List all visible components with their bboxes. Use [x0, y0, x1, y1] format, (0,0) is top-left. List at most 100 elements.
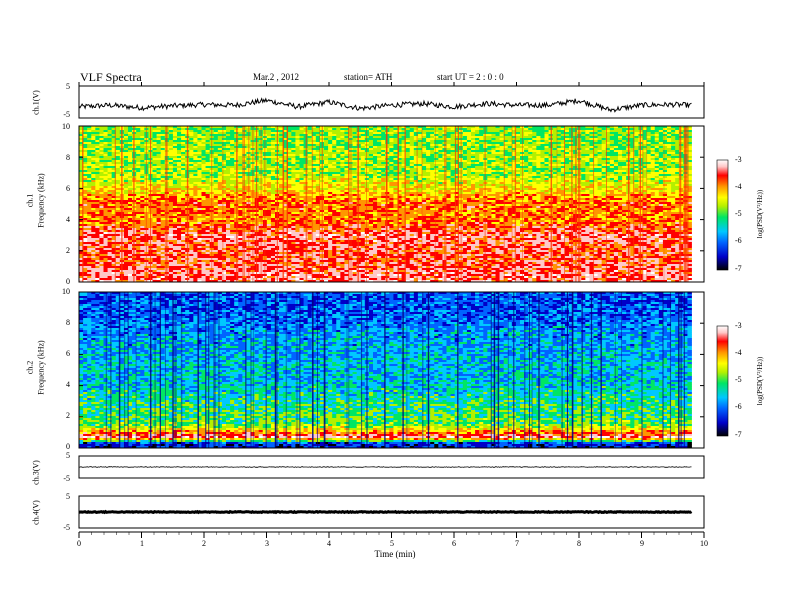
- ch1-spec-cell: [413, 128, 419, 131]
- ch1-spec-cell: [79, 130, 84, 133]
- ch1-spec-cell: [226, 158, 231, 161]
- ch1-spec-cell: [417, 142, 423, 145]
- ch1-spec-cell: [352, 138, 358, 141]
- ch1-spec-cell: [140, 142, 145, 145]
- ch1-spec-cell: [569, 134, 574, 137]
- ch1-spec-cell: [377, 130, 382, 133]
- ch1-spec-cell: [597, 146, 603, 149]
- ch1-spec-cell: [471, 166, 476, 169]
- ch1-spec-cell: [377, 172, 382, 175]
- ch1-spec-cell: [270, 172, 276, 175]
- ch1-spec-cell: [667, 154, 672, 157]
- ch1-spec-cell: [99, 154, 104, 157]
- ch1-spec-cell: [181, 144, 186, 147]
- ch1-spec-cell: [442, 146, 447, 149]
- ch1-spec-cell: [426, 142, 431, 145]
- ch1-spec-cell: [515, 174, 521, 177]
- ch1-spec-cell: [487, 152, 492, 155]
- ch1-spec-cell: [336, 134, 341, 137]
- ch1-spec-cell: [589, 144, 594, 147]
- ch1-spec-cell: [675, 168, 680, 171]
- ch1-spec-cell: [675, 138, 680, 141]
- ch1-spec-cell: [593, 140, 598, 143]
- ch1-spec-cell: [156, 160, 162, 163]
- ch1-spec-cell: [528, 154, 533, 157]
- ch1-spec-cell: [315, 136, 321, 139]
- ch1-spec-cell: [454, 160, 460, 163]
- ch1-spec-cell: [471, 132, 476, 135]
- ch1-spec-cell: [532, 136, 537, 139]
- ch1-spec-cell: [95, 172, 100, 175]
- ch1-spec-cell: [295, 160, 300, 163]
- ch1-spec-cell: [687, 152, 692, 155]
- ch1-spec-cell: [295, 132, 300, 135]
- ch1-spec-cell: [507, 146, 513, 149]
- ch1-spec-cell: [634, 140, 639, 143]
- ch1-spec-cell: [507, 164, 513, 167]
- ch1-spec-cell: [283, 178, 288, 181]
- ch1-spec-cell: [434, 148, 439, 151]
- ch1-spec-cell: [360, 180, 366, 183]
- ch1-spec-cell: [373, 144, 378, 147]
- ch1-spec-cell: [344, 134, 349, 137]
- ch1-spec-cell: [532, 160, 537, 163]
- ch1-spec-cell: [99, 128, 104, 131]
- ch1-spec-cell: [193, 136, 198, 139]
- ch1-spec-cell: [201, 178, 206, 181]
- ch1-spec-cell: [585, 142, 590, 145]
- ch1-spec-cell: [511, 142, 517, 145]
- ch1-spec-cell: [511, 136, 517, 139]
- ch1-spec-cell: [99, 170, 104, 173]
- ch1-spec-cell: [581, 130, 586, 133]
- ch1-spec-cell: [581, 132, 586, 135]
- ch1-spec-cell: [344, 144, 349, 147]
- ch1-spec-cell: [687, 146, 692, 149]
- ch1-spec-cell: [434, 134, 439, 137]
- ch1-spec-cell: [83, 128, 88, 131]
- ch1-spec-cell: [87, 176, 92, 179]
- ch1-spec-cell: [111, 126, 117, 129]
- ch1-spec-cell: [79, 174, 84, 177]
- ch1-spec-cell: [160, 126, 166, 129]
- ch1-spec-cell: [675, 162, 680, 165]
- ch1-spec-cell: [450, 176, 456, 179]
- ch1-spec-cell: [524, 166, 529, 169]
- ch1-spec-cell: [609, 168, 615, 171]
- ch1-spec-cell: [87, 164, 92, 167]
- ch1-spec-cell: [671, 126, 676, 129]
- ch1-spec-cell: [536, 170, 541, 173]
- ch1-spec-cell: [528, 142, 533, 145]
- ch1-spec-cell: [307, 138, 313, 141]
- ch1-spec-cell: [140, 160, 145, 163]
- ch1-spec-cell: [79, 170, 84, 173]
- ch1-spec-cell: [409, 134, 415, 137]
- ch1-spec-cell: [287, 150, 292, 153]
- ch1-spec-cell: [205, 156, 211, 159]
- ch1-spec-cell: [438, 130, 443, 133]
- ch1-spec-cell: [552, 136, 558, 139]
- ch1-spec-cell: [524, 136, 529, 139]
- ch1-spec-cell: [413, 158, 419, 161]
- ch1-spec-cell: [475, 178, 480, 181]
- ch1-spec-cell: [360, 166, 366, 169]
- ch1-spec-cell: [405, 152, 411, 155]
- ch1-spec-cell: [364, 160, 370, 163]
- ch1-spec-cell: [107, 162, 113, 165]
- ch1-spec-cell: [585, 168, 590, 171]
- ch1-spec-cell: [524, 168, 529, 171]
- ch1-spec-cell: [230, 162, 235, 165]
- ch1-spec-cell: [405, 136, 411, 139]
- ch1-spec-cell: [556, 160, 562, 163]
- ch1-spec-cell: [230, 142, 235, 145]
- ch1-spec-cell: [605, 168, 611, 171]
- ch1-spec-cell: [107, 134, 113, 137]
- ch1-spec-cell: [671, 148, 676, 151]
- ch1-spec-cell: [393, 140, 398, 143]
- ch1-spec-cell: [177, 152, 182, 155]
- ch1-spec-cell: [201, 132, 206, 135]
- ch1-spec-cell: [560, 174, 566, 177]
- ch1-spec-cell: [172, 130, 178, 133]
- ch1-spec-cell: [83, 126, 88, 129]
- ch1-spec-cell: [295, 148, 300, 151]
- ch1-spec-cell: [642, 132, 647, 135]
